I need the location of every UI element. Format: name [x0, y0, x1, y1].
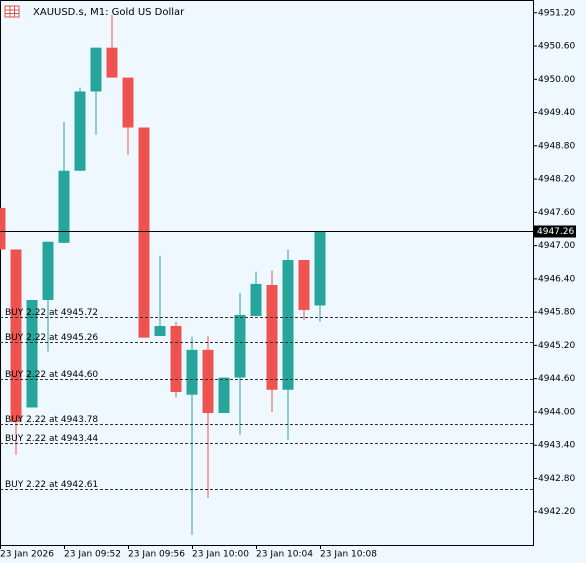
order-label: BUY 2.22 at 4944.60 [5, 370, 98, 380]
candle-body [26, 299, 38, 408]
candle-body [170, 326, 182, 392]
current-price-box [534, 225, 576, 238]
x-tick-label: 23 Jan 2026 [0, 550, 54, 560]
y-tick-label: 4945.80 [538, 308, 575, 318]
x-tick-label: 23 Jan 10:08 [320, 550, 377, 560]
y-tick-label: 4947.60 [538, 208, 575, 218]
y-tick-label: 4950.60 [538, 42, 575, 52]
candle-body [90, 47, 102, 92]
current-price-label: 4947.26 [537, 227, 574, 237]
order-label: BUY 2.22 at 4943.44 [5, 434, 98, 444]
order-label: BUY 2.22 at 4945.26 [5, 333, 98, 343]
y-tick-label: 4949.40 [538, 108, 575, 118]
candle-body [234, 314, 246, 378]
candle-body [10, 249, 22, 422]
chart-title: XAUUSD.s, M1: Gold US Dollar [33, 7, 185, 18]
y-tick-label: 4948.20 [538, 175, 575, 185]
y-tick-label: 4942.20 [538, 507, 575, 517]
order-label: BUY 2.22 at 4943.78 [5, 415, 98, 425]
y-tick-label: 4948.80 [538, 141, 575, 151]
x-tick-label: 23 Jan 09:56 [128, 550, 185, 560]
y-tick-label: 4945.20 [538, 341, 575, 351]
x-tick-label: 23 Jan 09:52 [64, 550, 121, 560]
candle-body [298, 260, 310, 310]
y-tick-label: 4942.80 [538, 474, 575, 484]
y-tick-label: 4947.00 [538, 241, 575, 251]
candle-body [314, 231, 326, 306]
candle-body [0, 207, 6, 250]
candle-body [74, 91, 86, 171]
candle-body [106, 47, 118, 78]
candle-body [266, 284, 278, 390]
candle-body [202, 349, 214, 414]
candle-body [138, 127, 150, 338]
order-label: BUY 2.22 at 4942.61 [5, 480, 98, 490]
candle-body [58, 170, 70, 243]
x-tick-label: 23 Jan 10:00 [192, 550, 249, 560]
candle-body [122, 77, 134, 128]
x-tick-label: 23 Jan 10:04 [256, 550, 313, 560]
y-tick-label: 4943.40 [538, 441, 575, 451]
candle-body [218, 377, 230, 414]
plot-frame [0, 0, 534, 546]
candle-body [186, 349, 198, 395]
y-tick-label: 4944.60 [538, 374, 575, 384]
y-tick-label: 4950.00 [538, 75, 575, 85]
order-label: BUY 2.22 at 4945.72 [5, 308, 98, 318]
y-tick-label: 4946.40 [538, 274, 575, 284]
candle-body [282, 260, 294, 390]
candle-body [42, 241, 54, 300]
y-tick-label: 4951.20 [538, 8, 575, 18]
y-tick-label: 4944.00 [538, 407, 575, 417]
candle-body [154, 326, 166, 336]
symbol-icon [4, 5, 20, 18]
plot-area: BUY 2.22 at 4945.72 BUY 2.22 at 4945.26 BU… [0, 14, 533, 536]
candle-body [250, 283, 262, 317]
